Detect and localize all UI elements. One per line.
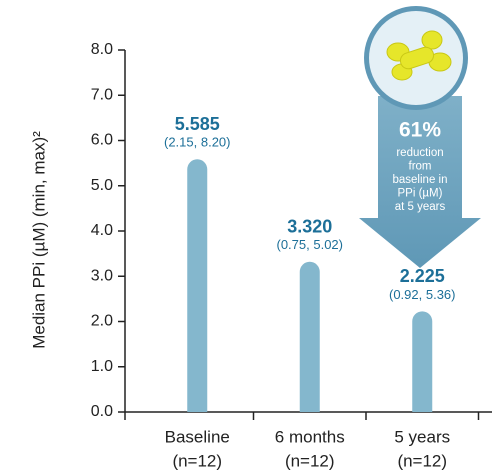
y-tick-label: 8.0 <box>91 41 113 58</box>
bar <box>187 159 208 412</box>
x-tick-label: Baseline <box>165 427 230 446</box>
annotation-text: from <box>409 161 432 173</box>
y-tick-label: 7.0 <box>91 86 113 103</box>
x-tick-sublabel: (n=12) <box>172 451 222 470</box>
molecule-icon <box>386 30 452 81</box>
value-label: 3.320 <box>287 217 332 237</box>
annotation-text: baseline in <box>393 174 448 186</box>
y-axis-label: Median PPi (µM) (min, max)² <box>29 131 48 349</box>
annotation-headline: 61% <box>399 119 441 142</box>
y-tick-label: 2.0 <box>91 313 113 330</box>
bar <box>299 261 320 412</box>
x-tick-sublabel: (n=12) <box>285 451 335 470</box>
range-label: (0.92, 5.36) <box>389 287 456 302</box>
value-label: 5.585 <box>175 114 220 134</box>
range-label: (2.15, 8.20) <box>164 135 231 150</box>
x-tick-label: 5 years <box>394 427 450 446</box>
y-tick-label: 5.0 <box>91 177 113 194</box>
annotation-text: at 5 years <box>395 201 446 213</box>
x-tick-label: 6 months <box>275 427 345 446</box>
annotation-text: reduction <box>396 147 443 159</box>
y-tick-label: 3.0 <box>91 267 113 284</box>
y-tick-label: 6.0 <box>91 132 113 149</box>
y-tick-label: 0.0 <box>91 403 113 420</box>
bar <box>412 311 433 412</box>
y-tick-label: 1.0 <box>91 358 113 375</box>
range-label: (0.75, 5.02) <box>277 237 344 252</box>
annotation-text: PPi (µM) <box>398 188 443 200</box>
annotation-arrow <box>359 96 481 268</box>
x-tick-sublabel: (n=12) <box>397 451 447 470</box>
value-label: 2.225 <box>400 266 445 286</box>
y-tick-label: 4.0 <box>91 222 113 239</box>
